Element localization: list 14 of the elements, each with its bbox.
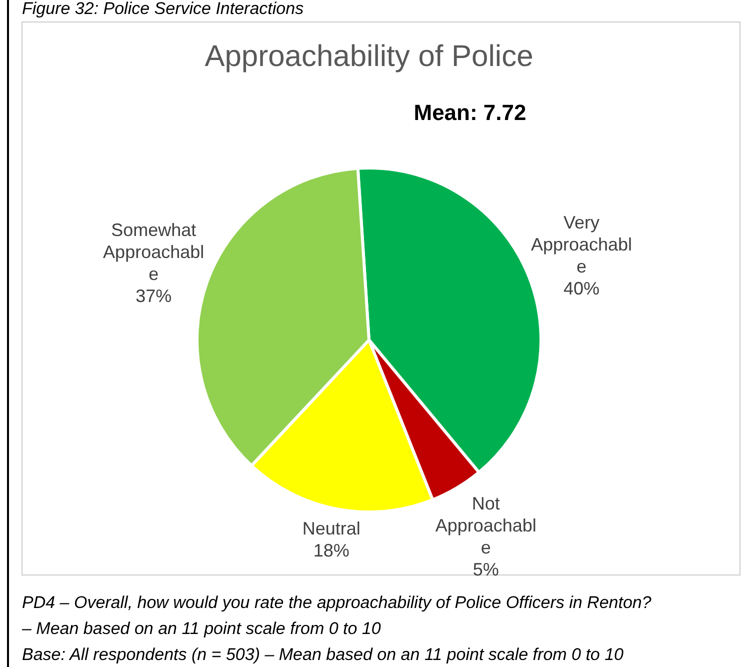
slice-label: Neutral bbox=[302, 518, 360, 538]
text: – Mean based on an 11 point scale from 0 to 10 bbox=[21, 619, 382, 638]
data-label: 5% bbox=[472, 560, 499, 580]
slice-label: Very Approachable bbox=[530, 212, 632, 276]
slice-label: Not Approachable bbox=[435, 494, 536, 558]
data-label: 37% bbox=[136, 286, 172, 306]
text: Base: All respondents (n = 503) – Mean based on an 11 point scale from 0 to 10 bbox=[22, 645, 624, 664]
text: PD4 – Overall, how would you rate the approachability of Police Officers in Renton? bbox=[22, 593, 652, 612]
data-label: 40% bbox=[563, 278, 600, 298]
caption: Figure 32: Police Service Interactions bbox=[22, 0, 304, 18]
chart-subtitle: Mean: 7.72 bbox=[414, 100, 526, 125]
slice-label: Somewhat Approachable bbox=[103, 220, 204, 284]
chart-title: Approachability of Police bbox=[204, 40, 534, 73]
data-label: 18% bbox=[313, 540, 350, 560]
